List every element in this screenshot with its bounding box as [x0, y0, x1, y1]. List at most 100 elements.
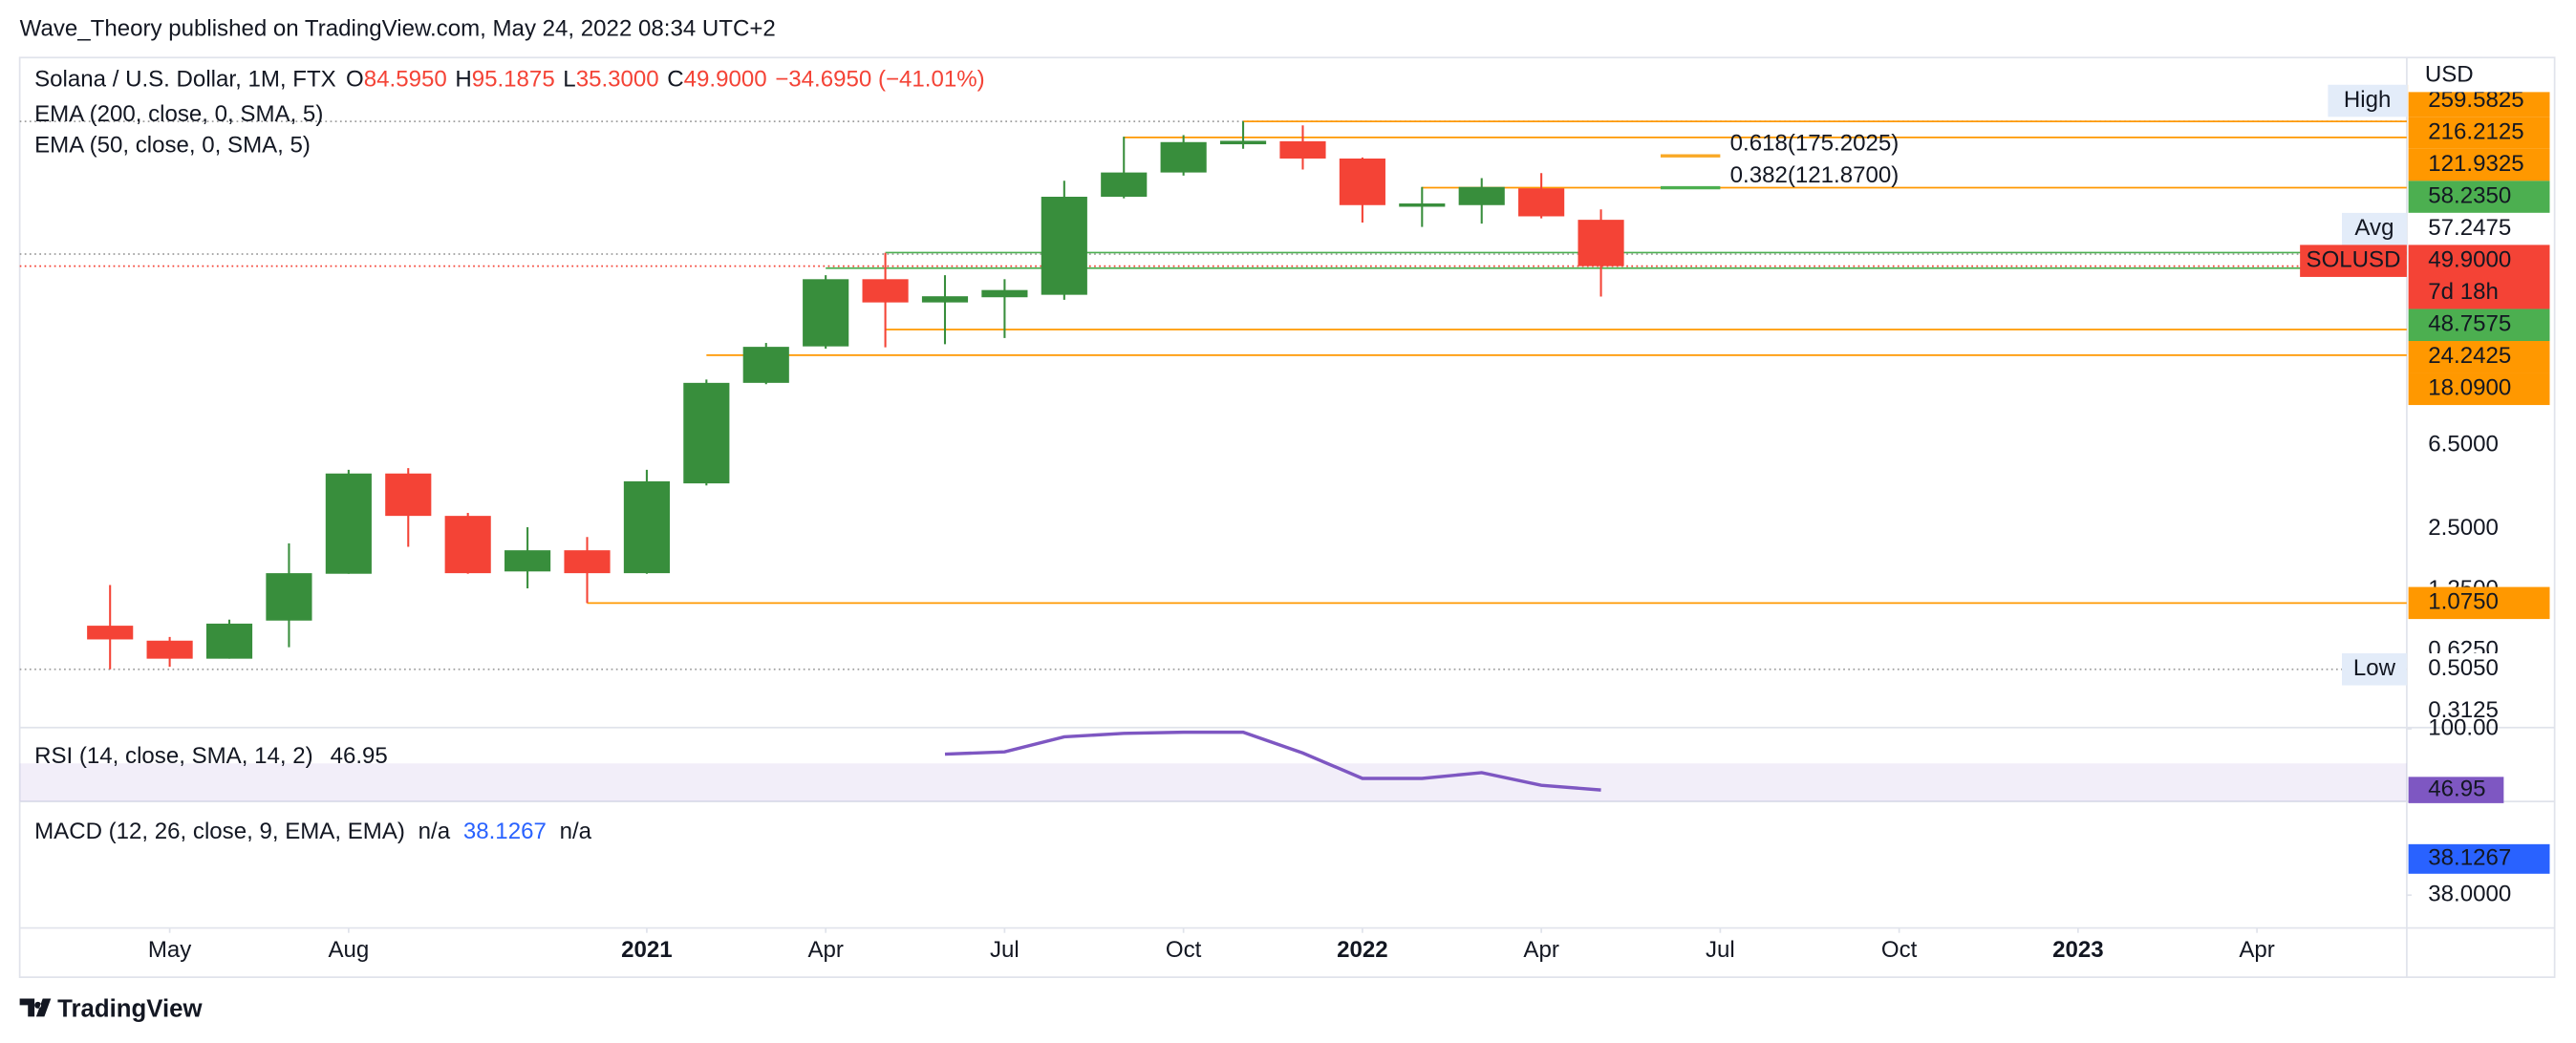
y-tick-label: 2.5000	[2428, 515, 2499, 541]
price-tag: High	[2344, 87, 2392, 113]
candle-body	[325, 473, 372, 574]
logo: TradingView	[19, 995, 204, 1022]
legend-value: 84.5950	[364, 67, 447, 93]
price-tag: SOLUSD	[2307, 247, 2401, 273]
x-tick-label: 2022	[1337, 937, 1388, 963]
candle-body	[1399, 203, 1446, 207]
candle-body	[623, 480, 670, 574]
legend-key: C	[667, 67, 683, 93]
x-tick-label: Apr	[1523, 937, 1558, 963]
candle-body	[1101, 172, 1148, 197]
candle-body	[1339, 158, 1385, 205]
price-label-box	[2408, 117, 2550, 149]
y-tick-label: 0.3125	[2428, 697, 2499, 723]
candle-body	[87, 626, 134, 640]
legend-value: 49.9000	[684, 67, 767, 93]
price-label: 58.2350	[2428, 182, 2511, 208]
price-tag-box	[2341, 212, 2407, 245]
price-tag-box	[2300, 245, 2407, 277]
rsi-value: 46.95	[331, 743, 388, 769]
macd-value-label: 38.1267	[2428, 845, 2511, 871]
price-tag-box	[2328, 84, 2407, 117]
rsi-tick-label: 100.00	[2428, 714, 2499, 740]
x-tick-label: 2023	[2052, 937, 2104, 963]
x-tick-label: Aug	[328, 937, 369, 963]
legend: Solana / U.S. Dollar, 1M, FTX O84.5950 H95…	[34, 67, 985, 93]
currency: USD	[2425, 62, 2474, 88]
price-label: 57.2475	[2428, 215, 2511, 241]
main-pane: 0.618(175.2025) 0.382(121.8700)	[19, 120, 2407, 670]
legend-symbol: Solana / U.S. Dollar, 1M, FTX	[34, 67, 336, 93]
macd-tick-label: 38.0000	[2428, 882, 2511, 907]
candle-body	[862, 279, 909, 303]
candle-body	[385, 473, 432, 517]
price-label: 216.2125	[2428, 118, 2523, 144]
legend-value: 95.1875	[472, 67, 555, 93]
currency-bg	[2408, 58, 2553, 93]
logo-text: TradingView	[57, 995, 203, 1022]
macd-histogram: n/a	[419, 819, 451, 844]
candle-body	[1458, 186, 1505, 205]
rsi-band	[19, 763, 2407, 802]
price-label-box	[2408, 245, 2550, 309]
candle-body	[1518, 188, 1565, 217]
macd-title: MACD (12, 26, close, 9, EMA, EMA)	[34, 819, 405, 844]
legend-key: L	[563, 67, 575, 93]
x-tick-label: May	[148, 937, 191, 963]
price-label-box	[2408, 340, 2550, 373]
price-label: 18.0900	[2428, 375, 2511, 401]
x-tick-label: Oct	[1881, 937, 1918, 963]
rsi-value-label: 46.95	[2428, 776, 2485, 801]
price-tag: Low	[2353, 655, 2396, 681]
x-tick-label: Jul	[1706, 937, 1735, 963]
price-label-box	[2408, 212, 2550, 245]
candle-body	[266, 573, 312, 621]
legend-key: O	[346, 67, 364, 93]
logo-mark	[19, 998, 52, 1017]
candle-body	[1160, 141, 1207, 173]
price-label: 49.9000	[2428, 247, 2511, 273]
publish-header: Wave_Theory published on TradingView.com…	[20, 15, 776, 41]
legend-change: −34.6950 (−41.01%)	[775, 67, 984, 93]
x-tick-label: Apr	[807, 937, 843, 963]
rsi-line	[944, 730, 1601, 792]
price-label-box	[2408, 309, 2550, 341]
price-label-box	[2408, 372, 2550, 406]
candle-body	[683, 382, 730, 484]
y-tick-label: 6.5000	[2428, 431, 2499, 457]
frame	[18, 56, 2556, 978]
x-tick-label: Jul	[990, 937, 1020, 963]
price-label-box	[2408, 653, 2550, 686]
macd-signal: n/a	[560, 819, 592, 844]
macd-value-box	[2408, 843, 2550, 874]
x-tick-label: Apr	[2239, 937, 2274, 963]
price-label: 121.9325	[2428, 151, 2523, 177]
candle-body	[564, 550, 611, 574]
candle-body	[921, 296, 969, 303]
fib-label: 0.382(121.8700)	[1730, 162, 1900, 188]
indicator-legend: EMA (200, close, 0, SMA, 5)	[34, 101, 323, 127]
rsi-title: RSI (14, close, SMA, 14, 2)	[34, 743, 313, 769]
rsi-value-box	[2408, 777, 2504, 803]
candle-body	[1578, 220, 1624, 266]
candle-body	[1041, 196, 1087, 295]
indicator-legend: EMA (50, close, 0, SMA, 5)	[34, 132, 311, 158]
candle-body	[742, 347, 789, 383]
candle-body	[1279, 140, 1326, 159]
price-label-box	[2408, 586, 2550, 620]
legend-value: 35.3000	[576, 67, 659, 93]
x-tick-label: Oct	[1166, 937, 1202, 963]
overlay: Solana / U.S. Dollar, 1M, FTX O84.5950 H95…	[34, 58, 2553, 963]
candle-body	[504, 550, 551, 572]
fib-label: 0.618(175.2025)	[1730, 131, 1900, 157]
price-label: 24.2425	[2428, 343, 2511, 369]
candle-body	[981, 289, 1028, 298]
price-label-box	[2408, 181, 2550, 213]
candle-body	[444, 516, 491, 574]
x-tick-label: 2021	[621, 937, 673, 963]
candle-body	[1219, 140, 1267, 145]
macd-value: 38.1267	[463, 819, 547, 844]
legend-key: H	[455, 67, 471, 93]
price-tag: Avg	[2354, 215, 2394, 241]
